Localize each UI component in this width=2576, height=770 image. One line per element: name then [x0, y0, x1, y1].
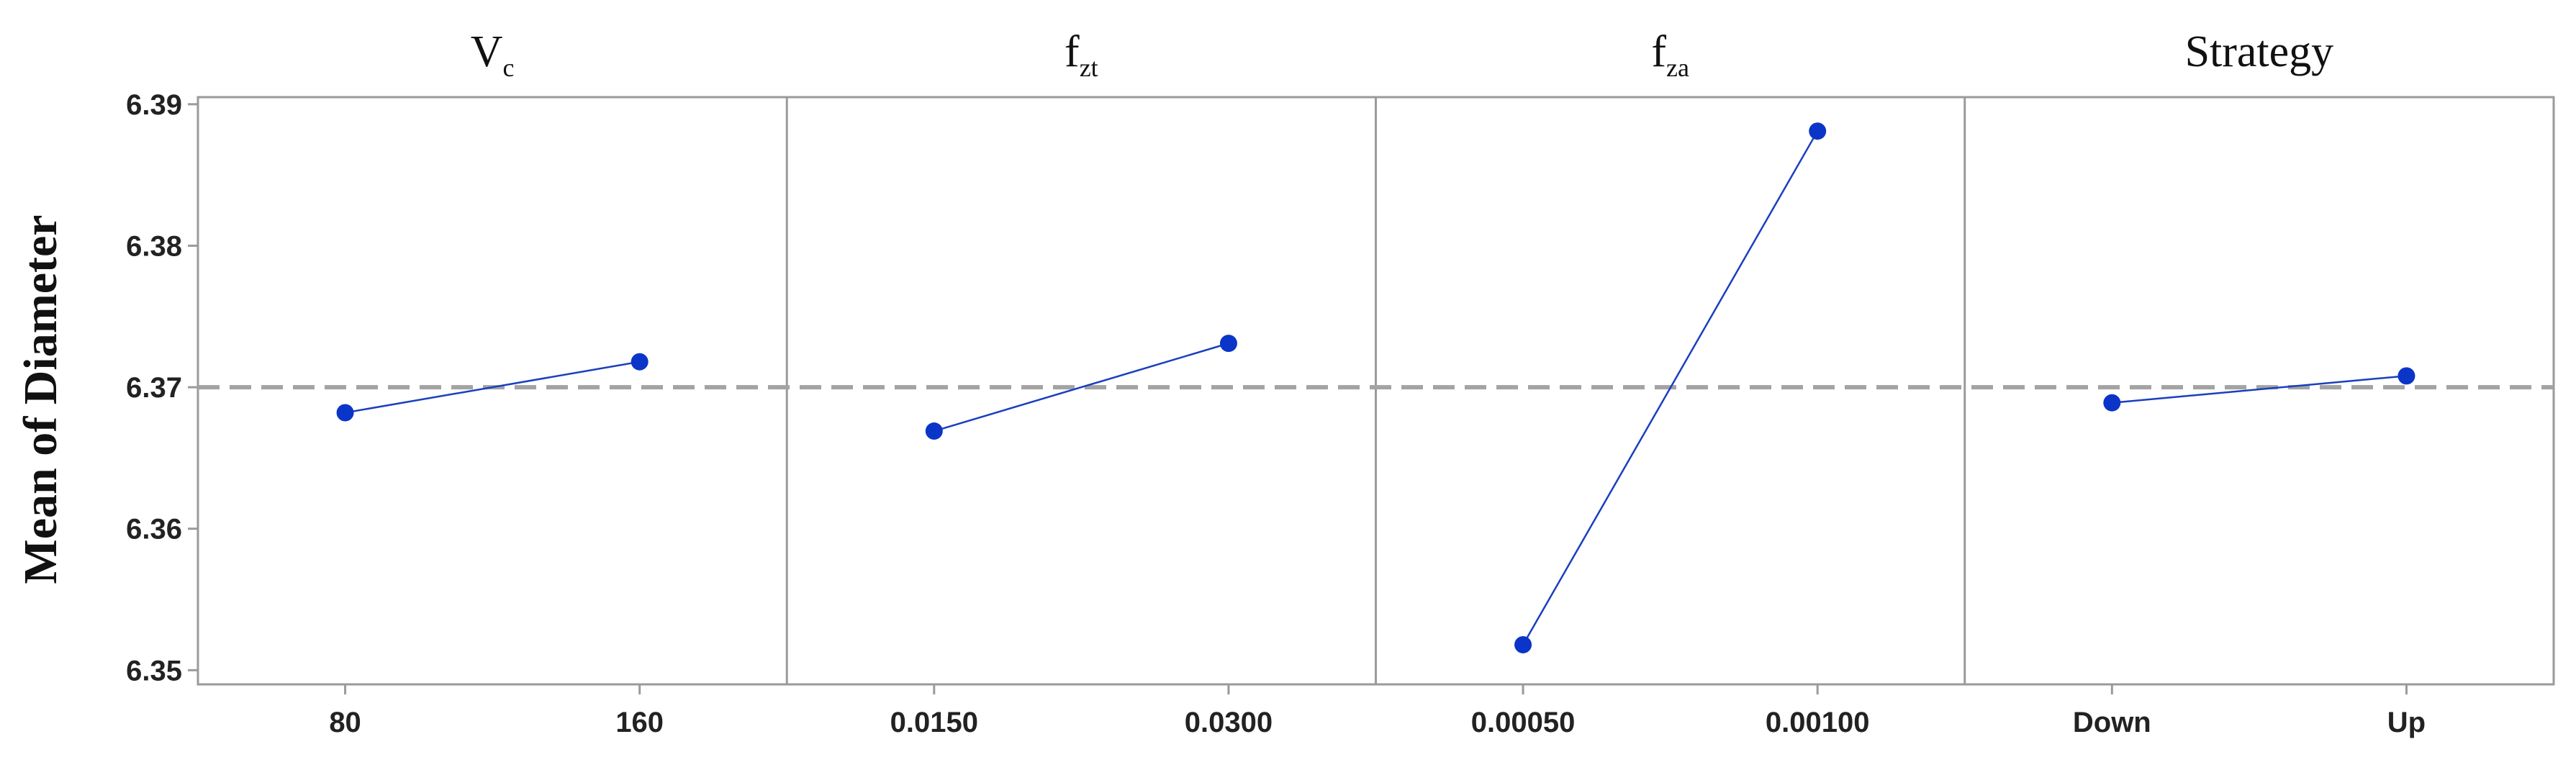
- y-tick-label: 6.38: [126, 230, 182, 262]
- series-line: [2112, 375, 2407, 404]
- y-tick-label: 6.37: [126, 372, 182, 404]
- panel-title-text: f: [1065, 27, 1080, 76]
- x-tick-label: 0.00100: [1766, 707, 1870, 738]
- x-tick-label: 0.00050: [1471, 707, 1576, 738]
- panel-title-subscript: zt: [1080, 53, 1098, 82]
- data-point: [925, 422, 943, 440]
- y-tick-label: 6.36: [126, 514, 182, 545]
- y-axis: 6.35 6.36 6.37 6.38 6.39: [126, 89, 198, 687]
- panel-title: fzt: [1065, 27, 1098, 82]
- panel-title-text: f: [1651, 27, 1666, 76]
- series-line: [1522, 130, 1819, 646]
- panel-title: Strategy: [2185, 27, 2334, 76]
- panel-4: Strategy Down Up: [2073, 27, 2426, 738]
- data-point: [1514, 635, 1532, 653]
- panel-1: Vc 80 160: [329, 27, 664, 738]
- x-tick-label: Up: [2387, 707, 2426, 738]
- panel-title-text: Strategy: [2185, 27, 2334, 76]
- panel-title-subscript: za: [1666, 53, 1689, 82]
- data-point: [2398, 367, 2415, 385]
- y-axis-label: Mean of Diameter: [14, 214, 67, 584]
- panel-3: fza 0.00050 0.00100: [1471, 27, 1870, 738]
- x-tick-label: 0.0150: [890, 707, 978, 738]
- x-tick-label: Down: [2073, 707, 2151, 738]
- data-point: [336, 404, 354, 422]
- panel-title: fza: [1651, 27, 1689, 82]
- panel-title: Vc: [471, 27, 515, 82]
- x-tick-label: 0.0300: [1185, 707, 1273, 738]
- data-point: [2103, 394, 2121, 412]
- panel-2: fzt 0.0150 0.0300: [890, 27, 1273, 738]
- series-line: [934, 342, 1229, 432]
- panel-title-subscript: c: [503, 53, 515, 82]
- panel-title-text: V: [471, 27, 503, 76]
- data-point: [631, 353, 648, 371]
- x-tick-label: 80: [329, 707, 361, 738]
- data-point: [1809, 122, 1827, 140]
- x-tick-label: 160: [615, 707, 664, 738]
- y-tick-label: 6.39: [126, 89, 182, 121]
- data-point: [1219, 335, 1237, 353]
- plot-frame: [196, 96, 2555, 686]
- y-tick-label: 6.35: [126, 655, 182, 687]
- series-line: [345, 361, 640, 414]
